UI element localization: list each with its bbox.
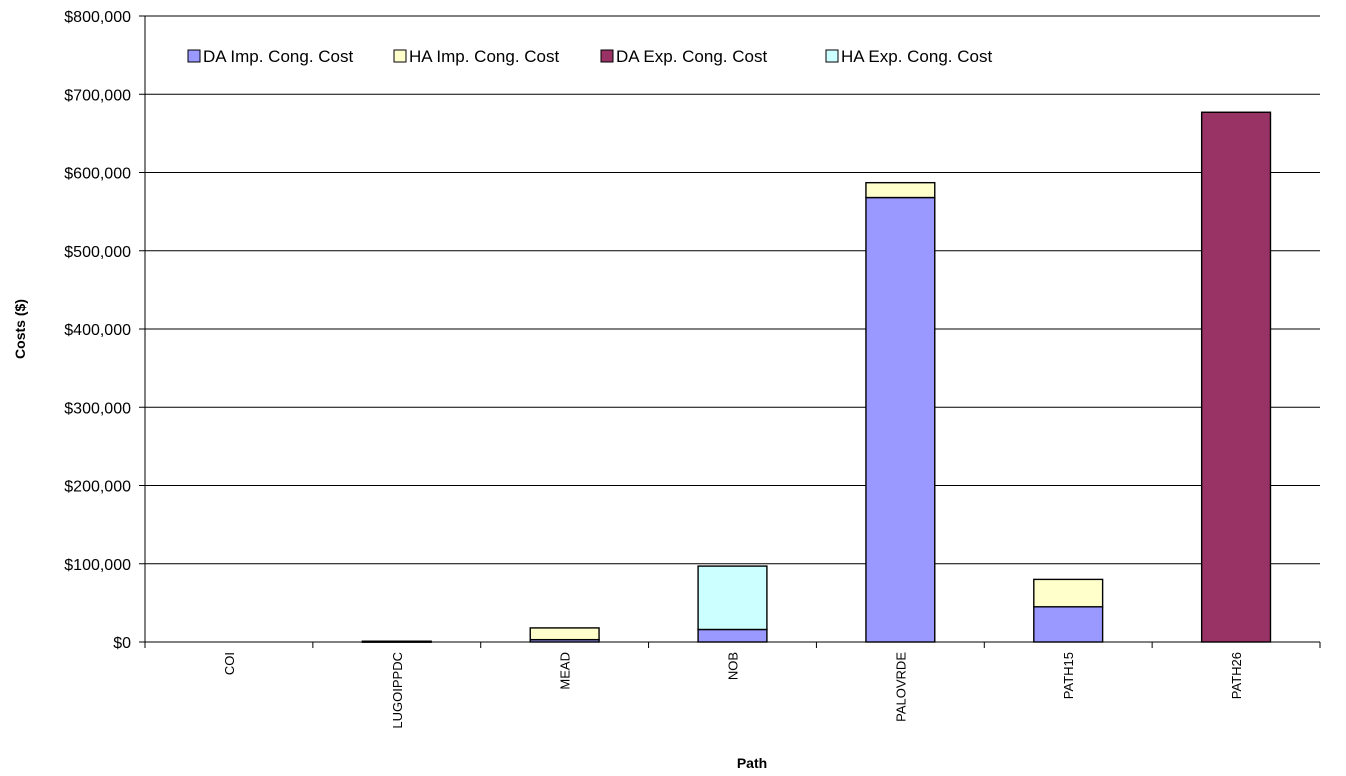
y-tick-label: $0 bbox=[113, 635, 131, 652]
bar-segment-path15-1 bbox=[1033, 578, 1104, 608]
x-tick-label: MEAD bbox=[558, 652, 573, 690]
x-tick-label: LUGOIPPDC bbox=[390, 652, 405, 729]
legend-label: HA Imp. Cong. Cost bbox=[409, 47, 560, 66]
y-tick-label: $400,000 bbox=[64, 322, 131, 339]
y-tick-labels: $0 $100,000 $200,000 $300,000 $400,000 $500,0… bbox=[64, 9, 131, 652]
y-tick-label: $100,000 bbox=[64, 557, 131, 574]
y-tick-label: $200,000 bbox=[64, 479, 131, 496]
y-tick-label: $500,000 bbox=[64, 244, 131, 261]
legend-label: DA Exp. Cong. Cost bbox=[616, 47, 767, 66]
x-tick-label: PATH15 bbox=[1061, 652, 1076, 699]
x-axis-title: Path bbox=[737, 755, 767, 771]
bar-segment-palovrde-0 bbox=[865, 196, 936, 643]
x-tick-label: PATH26 bbox=[1229, 652, 1244, 699]
x-tick-labels: COI LUGOIPPDC MEAD NOB PALOVRDE PATH15 PATH26 bbox=[222, 652, 1244, 729]
x-tick-label: NOB bbox=[726, 652, 741, 680]
legend-swatch bbox=[187, 49, 201, 63]
y-tick-label: $600,000 bbox=[64, 166, 131, 183]
legend-swatch bbox=[393, 49, 407, 63]
legend-swatch bbox=[600, 49, 614, 63]
legend-swatch bbox=[825, 49, 839, 63]
bar-segment-nob-0 bbox=[697, 628, 768, 643]
gridlines bbox=[145, 15, 1320, 565]
bars bbox=[361, 111, 1272, 643]
bar-segment-mead-1 bbox=[529, 627, 600, 641]
legend-label: HA Exp. Cong. Cost bbox=[841, 47, 992, 66]
x-tick-label: COI bbox=[222, 652, 237, 675]
bar-segment-path26-2 bbox=[1200, 111, 1272, 643]
bar-segment-nob-3 bbox=[697, 565, 768, 631]
axes bbox=[139, 15, 1321, 648]
legend: DA Imp. Cong. Cost HA Imp. Cong. Cost DA E… bbox=[187, 47, 992, 66]
y-axis-title: Costs ($) bbox=[12, 299, 28, 359]
x-tick-label: PALOVRDE bbox=[893, 652, 908, 722]
y-tick-label: $700,000 bbox=[64, 87, 131, 104]
y-tick-label: $300,000 bbox=[64, 400, 131, 417]
legend-label: DA Imp. Cong. Cost bbox=[203, 47, 354, 66]
bar-segment-path15-0 bbox=[1033, 606, 1104, 643]
bar-segment-palovrde-1 bbox=[865, 181, 936, 199]
y-tick-label: $800,000 bbox=[64, 9, 131, 26]
